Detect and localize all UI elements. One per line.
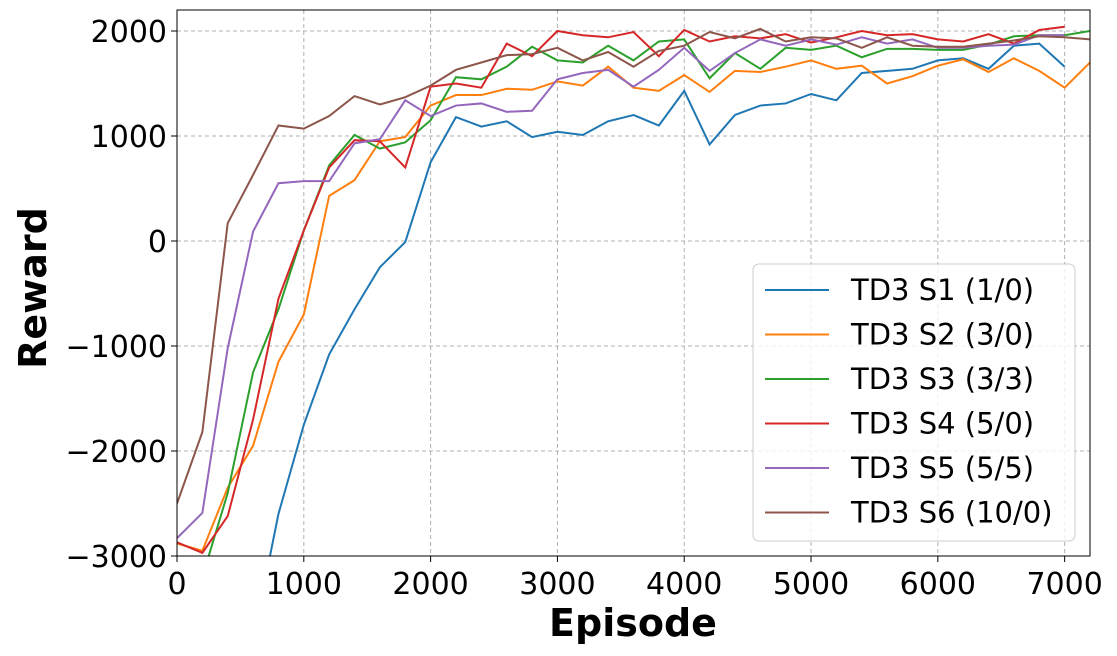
legend-label: TD3 S2 (3/0)	[850, 318, 1034, 352]
y-tick-label: 1000	[91, 120, 167, 155]
x-tick-label: 3000	[519, 567, 595, 602]
legend-label: TD3 S3 (3/3)	[850, 362, 1034, 396]
series-line	[177, 25, 1065, 555]
y-axis-label: Reward	[11, 207, 55, 369]
y-tick-label: 0	[148, 225, 167, 260]
x-tick-label: 7000	[1026, 567, 1102, 602]
x-tick-label: 6000	[900, 567, 976, 602]
plot-frame	[176, 9, 1091, 557]
series-line	[268, 42, 1066, 556]
x-tick-label: 5000	[773, 567, 849, 602]
series-line	[207, 30, 1090, 556]
legend-box	[752, 263, 1076, 542]
legend-label: TD3 S5 (5/5)	[850, 451, 1034, 485]
y-tick-label: −3000	[66, 540, 167, 575]
legend-label: TD3 S4 (5/0)	[850, 407, 1034, 441]
x-axis-label: Episode	[549, 601, 717, 645]
legend-label: TD3 S6 (10/0)	[850, 496, 1053, 530]
series-line	[177, 34, 1065, 539]
series-line	[177, 27, 1090, 504]
plot-lines	[177, 25, 1090, 556]
x-tick-label: 2000	[392, 567, 468, 602]
x-tick-label: 0	[167, 567, 186, 602]
legend-label: TD3 S1 (1/0)	[850, 273, 1034, 307]
y-tick-label: −1000	[66, 330, 167, 365]
y-tick-label: 2000	[91, 15, 167, 50]
x-tick-label: 4000	[646, 567, 722, 602]
x-tick-label: 1000	[266, 567, 342, 602]
y-tick-label: −2000	[66, 435, 167, 470]
